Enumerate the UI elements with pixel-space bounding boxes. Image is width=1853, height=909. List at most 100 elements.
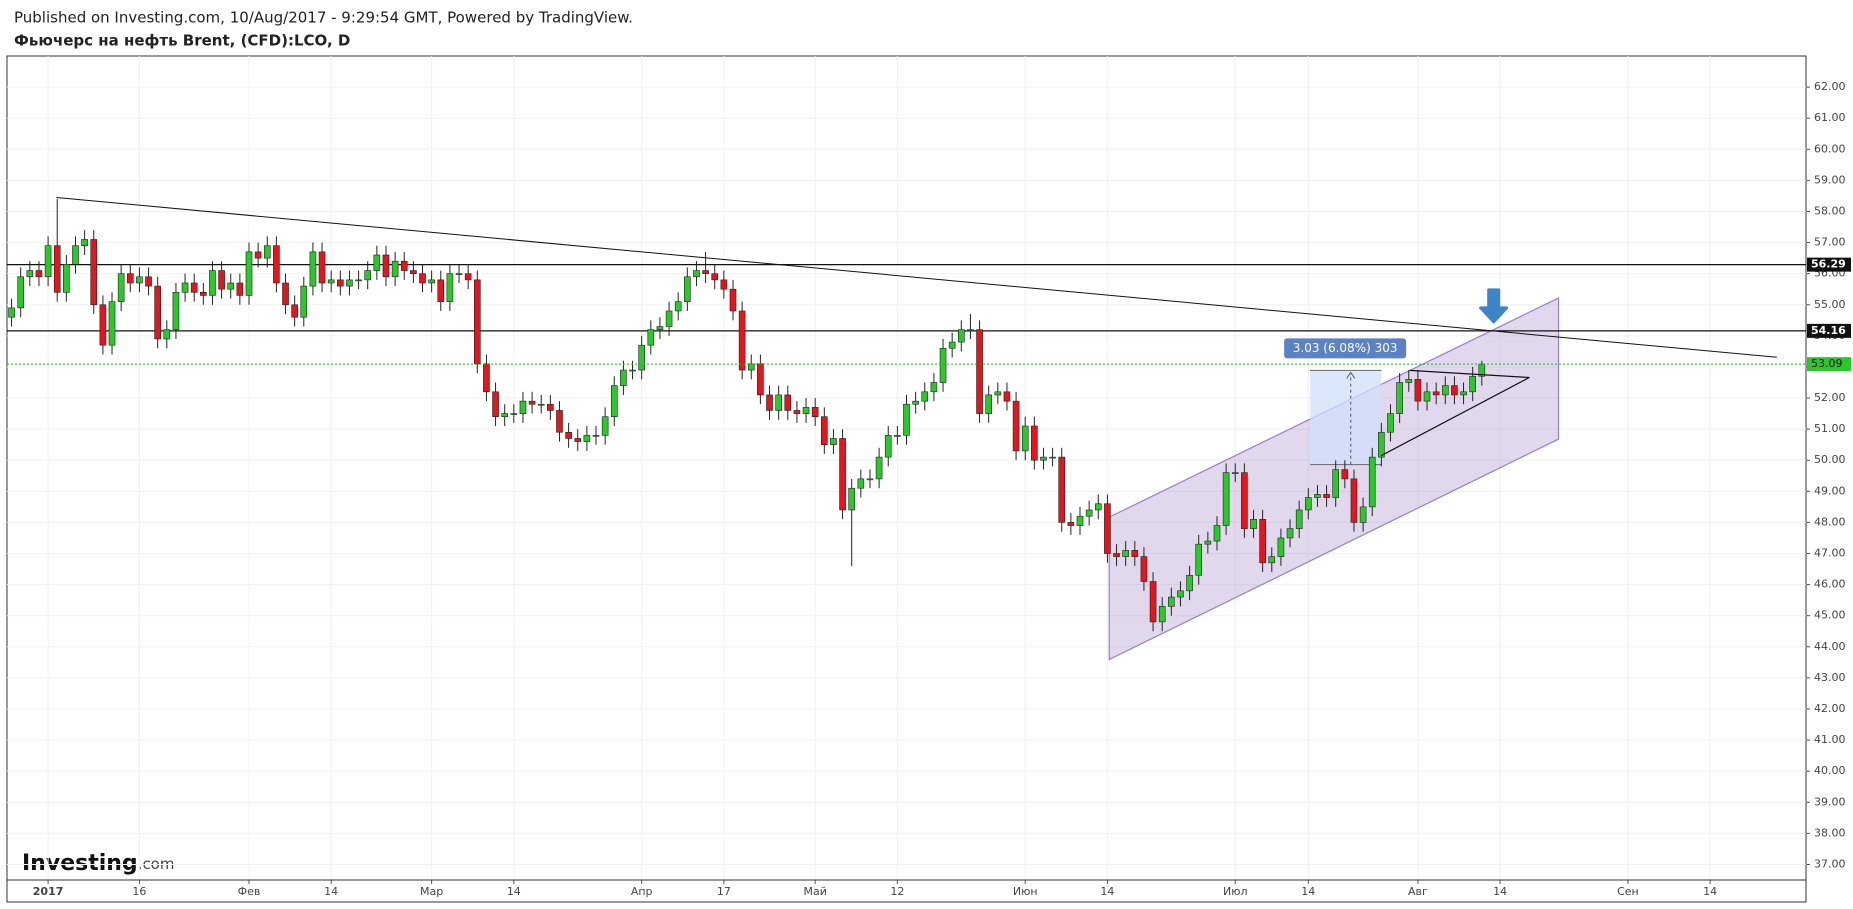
candle-body [473,279,481,365]
candle-body [967,329,974,331]
candle-body [574,438,582,442]
x-tick-label: 17 [717,885,731,898]
candle-body [1031,425,1038,461]
candle-body [1213,525,1221,542]
candle-body [802,407,810,414]
candle-body [693,270,700,278]
candle-body [26,270,34,278]
candle-body [702,270,709,274]
candle-body [747,363,755,371]
candle-body [784,394,792,411]
candle-body [35,270,43,278]
x-tick-label: Июл [1223,885,1248,898]
candle-body [373,254,381,271]
candle-body [957,329,965,343]
candle-body [263,245,271,259]
candle-body [1168,596,1175,607]
candle-body [17,276,25,309]
candle-body [209,270,216,296]
candle-body [1186,574,1193,592]
candle-body [273,245,280,284]
candle-body [565,431,572,439]
candle-body [1250,519,1257,529]
candle-body [1423,391,1431,402]
candle-body [163,329,171,340]
candle-body [1478,363,1486,377]
candle-body [117,273,125,302]
measure-box [1310,370,1382,465]
candle-body [884,435,892,458]
y-tick-label: 58.00 [1814,204,1846,217]
x-tick-label: Апр [631,885,653,898]
y-tick-label: 44.00 [1814,640,1846,653]
candle-body [1387,413,1394,433]
candle-body [875,456,883,480]
candle-body [820,416,828,445]
candle-body [775,394,782,411]
x-tick-label: Сен [1617,885,1639,898]
candle-body [44,245,52,278]
price-label-bg [1807,257,1851,272]
candle-body [921,391,929,402]
candle-body [437,279,445,302]
candle-body [948,341,956,349]
plot-frame [6,55,1807,903]
y-tick-label: 59.00 [1814,173,1846,186]
candle-body [410,270,417,274]
candle-body [1076,515,1084,526]
candle-body [464,273,472,281]
candle-body [282,282,289,306]
x-tick-label: Май [803,885,826,898]
candle-body [1195,543,1203,576]
candle-body [583,435,591,442]
candle-body [218,270,225,290]
x-tick-label: 16 [132,885,146,898]
candle-body [318,251,326,284]
candle-body [190,282,198,293]
candle-body [684,276,691,302]
arrow [1479,288,1509,324]
candle-body [1104,503,1111,554]
x-tick-label: 2017 [33,885,64,898]
candle-body [1158,606,1166,623]
candle-body [510,413,518,415]
candle-body [492,391,499,417]
candle-body [592,435,600,437]
candle-body [610,385,618,417]
candle-body [1286,528,1294,539]
y-tick-label: 39.00 [1814,795,1846,808]
logo-main: Investing [22,851,138,876]
candle-body [1122,550,1129,557]
candle-body [620,369,627,386]
candle-body [757,363,764,396]
candle-body [181,282,189,293]
candle-body [519,400,527,414]
candle-body [446,273,454,302]
candle-body [455,273,463,275]
candle-body [382,254,390,278]
candle-body [90,239,98,306]
candle-body [674,301,682,312]
candle-body [400,260,408,271]
candle-body [1040,456,1047,461]
x-tick-label: 14 [1301,885,1315,898]
candle-body [994,391,1002,396]
candle-body [912,400,919,405]
candle-body [647,329,655,346]
y-tick-label: 61.00 [1814,111,1846,124]
y-tick-label: 48.00 [1814,515,1846,528]
x-tick-label: 14 [507,885,521,898]
y-tick-label: 43.00 [1814,671,1846,684]
y-tick-label: 47.00 [1814,547,1846,560]
y-tick-label: 50.00 [1814,453,1846,466]
x-tick-label: Фев [238,885,261,898]
candle-body [866,478,874,481]
candle-body [1222,472,1230,526]
candle-body [1451,385,1458,396]
logo-suffix: .com [138,855,175,873]
y-tick-label: 49.00 [1814,484,1846,497]
y-tick-label: 38.00 [1814,826,1846,839]
candle-body [638,344,645,371]
candle-body [245,251,253,296]
candle-body [537,403,545,406]
